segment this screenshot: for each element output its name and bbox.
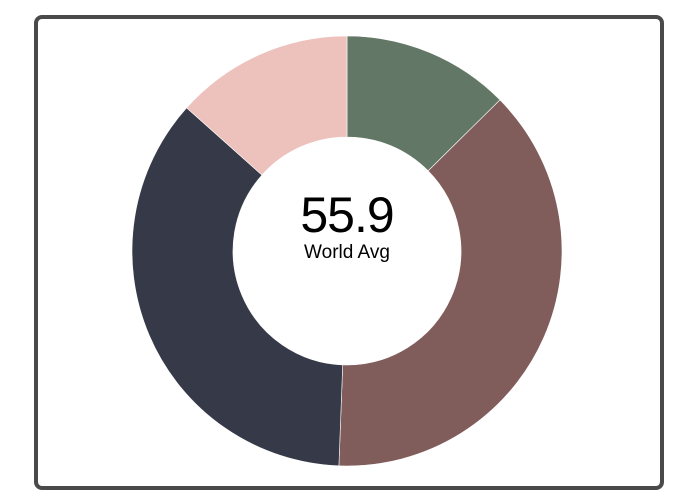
- world-average-value: 55.9: [300, 187, 394, 243]
- donut-center-label: 55.9 World Avg: [247, 188, 447, 264]
- donut-slice-4: [186, 35, 348, 176]
- world-average-caption: World Avg: [304, 242, 390, 263]
- donut-slice-3: [131, 107, 344, 467]
- donut-slice-2: [338, 99, 563, 467]
